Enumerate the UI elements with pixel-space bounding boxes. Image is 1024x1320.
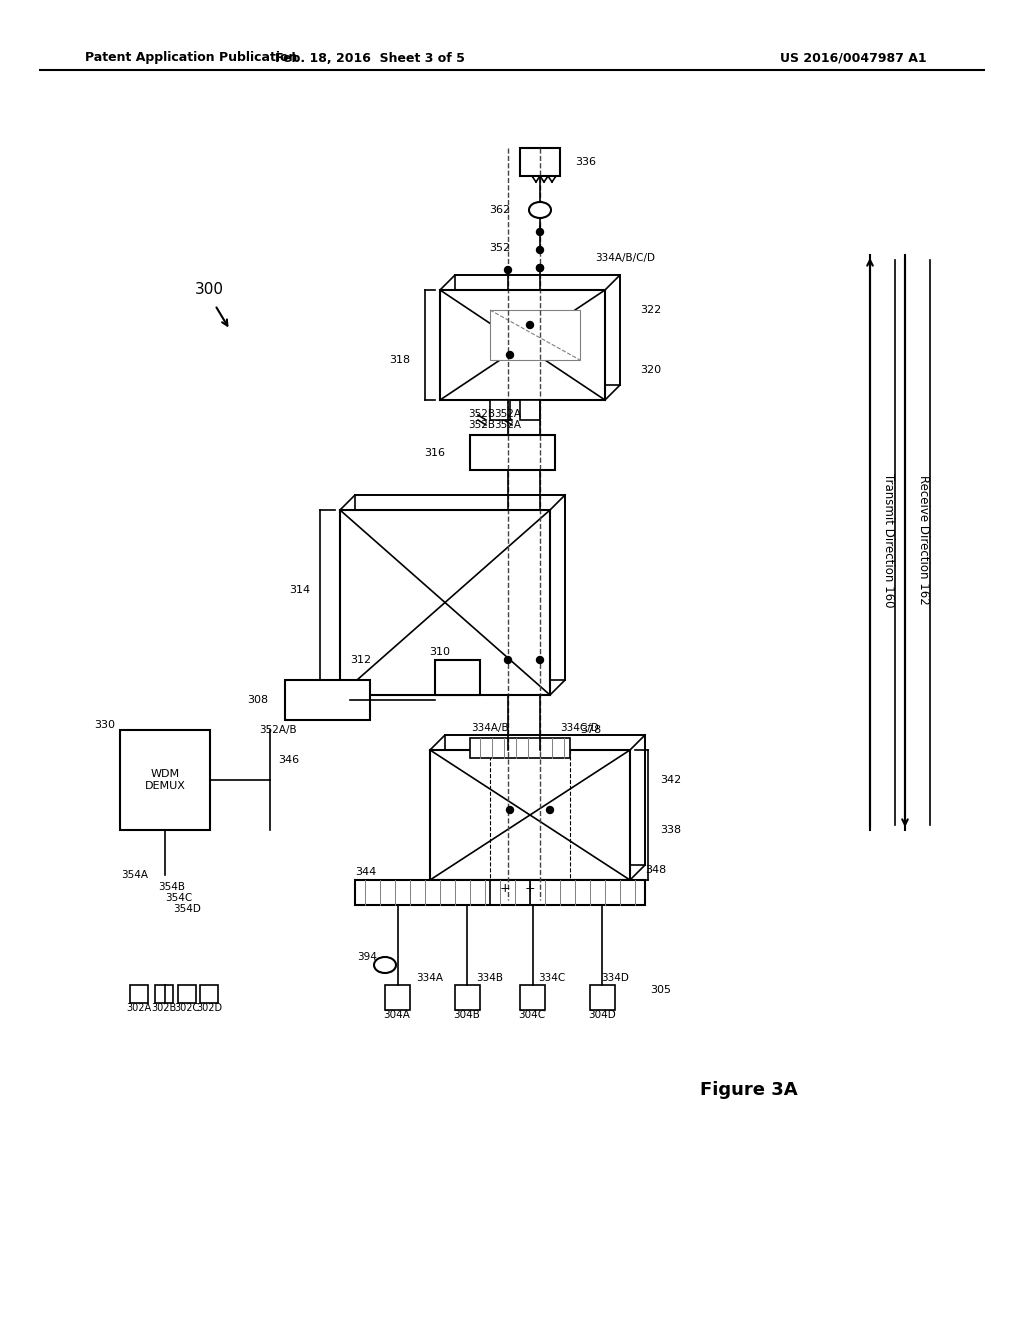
Bar xyxy=(178,985,196,1003)
Bar xyxy=(435,660,480,696)
Circle shape xyxy=(505,656,512,664)
Text: +: + xyxy=(500,882,510,895)
Text: 334D: 334D xyxy=(601,973,629,983)
Bar xyxy=(130,985,148,1003)
Text: US 2016/0047987 A1: US 2016/0047987 A1 xyxy=(780,51,927,65)
Bar xyxy=(520,400,540,420)
Text: 352: 352 xyxy=(488,243,510,253)
Bar xyxy=(455,275,620,385)
Bar xyxy=(520,148,560,176)
Text: WDM
DEMUX: WDM DEMUX xyxy=(144,770,185,791)
Circle shape xyxy=(537,228,544,235)
Text: 302C: 302C xyxy=(174,1003,200,1012)
Text: 300: 300 xyxy=(195,282,224,297)
Text: 354C: 354C xyxy=(165,894,193,903)
Text: 305: 305 xyxy=(650,985,671,995)
Bar xyxy=(520,985,545,1010)
Text: 334A/B: 334A/B xyxy=(471,723,509,733)
Text: 338: 338 xyxy=(660,825,681,836)
Circle shape xyxy=(526,322,534,329)
Text: 312: 312 xyxy=(350,655,371,665)
Text: 334C: 334C xyxy=(539,973,565,983)
Circle shape xyxy=(537,247,544,253)
Circle shape xyxy=(537,656,544,664)
Bar xyxy=(490,310,580,360)
Bar xyxy=(470,738,570,758)
Circle shape xyxy=(547,807,554,813)
Text: Patent Application Publication: Patent Application Publication xyxy=(85,51,297,65)
Bar xyxy=(155,985,173,1003)
Bar xyxy=(490,400,510,420)
Text: 314: 314 xyxy=(289,585,310,595)
Text: 334A/B/C/D: 334A/B/C/D xyxy=(595,253,655,263)
Ellipse shape xyxy=(374,957,396,973)
Text: 352A: 352A xyxy=(495,409,521,418)
Bar xyxy=(455,985,480,1010)
Text: 394: 394 xyxy=(357,952,377,962)
Text: Figure 3A: Figure 3A xyxy=(700,1081,798,1100)
Text: 336: 336 xyxy=(575,157,596,168)
Text: 352A: 352A xyxy=(495,420,521,430)
Text: 318: 318 xyxy=(389,355,410,366)
Text: Transmit Direction 160: Transmit Direction 160 xyxy=(882,473,895,607)
Bar xyxy=(285,680,370,719)
Text: 352B: 352B xyxy=(469,409,496,418)
Text: 302D: 302D xyxy=(196,1003,222,1012)
Bar xyxy=(590,985,615,1010)
Circle shape xyxy=(505,267,512,273)
Bar xyxy=(430,750,630,880)
Bar xyxy=(355,495,565,680)
Text: 330: 330 xyxy=(94,719,115,730)
Circle shape xyxy=(507,351,513,359)
Circle shape xyxy=(507,807,513,813)
Text: 316: 316 xyxy=(424,447,445,458)
Text: 344: 344 xyxy=(355,867,376,876)
Ellipse shape xyxy=(529,202,551,218)
Text: 346: 346 xyxy=(278,755,299,766)
Bar xyxy=(355,880,645,906)
Bar xyxy=(440,290,605,400)
Text: 354B: 354B xyxy=(158,882,185,892)
Text: +: + xyxy=(524,882,536,895)
Text: 310: 310 xyxy=(429,647,451,657)
Text: 334C/D: 334C/D xyxy=(560,723,599,733)
Text: 304C: 304C xyxy=(518,1010,546,1020)
Text: 308: 308 xyxy=(247,696,268,705)
Text: 320: 320 xyxy=(640,366,662,375)
Bar xyxy=(120,730,210,830)
Bar xyxy=(385,985,410,1010)
Text: 352A/B: 352A/B xyxy=(259,725,297,735)
Text: 304B: 304B xyxy=(454,1010,480,1020)
Text: 362: 362 xyxy=(488,205,510,215)
Circle shape xyxy=(537,264,544,272)
Text: 352B: 352B xyxy=(469,420,496,430)
Text: Feb. 18, 2016  Sheet 3 of 5: Feb. 18, 2016 Sheet 3 of 5 xyxy=(275,51,465,65)
Text: 354D: 354D xyxy=(173,904,201,913)
Text: 322: 322 xyxy=(640,305,662,315)
Text: 334B: 334B xyxy=(476,973,504,983)
Bar xyxy=(340,510,550,696)
Circle shape xyxy=(537,264,544,272)
Text: 302B: 302B xyxy=(152,1003,176,1012)
Text: 304D: 304D xyxy=(588,1010,615,1020)
Text: 342: 342 xyxy=(660,775,681,785)
Bar xyxy=(470,436,555,470)
Text: 378: 378 xyxy=(580,725,601,735)
Text: 354A: 354A xyxy=(121,870,148,880)
Text: 302A: 302A xyxy=(126,1003,152,1012)
Text: Receive Direction 162: Receive Direction 162 xyxy=(918,475,930,605)
Bar xyxy=(445,735,645,865)
Bar xyxy=(200,985,218,1003)
Text: 348: 348 xyxy=(645,865,667,875)
Text: 334A: 334A xyxy=(417,973,443,983)
Text: 304A: 304A xyxy=(384,1010,411,1020)
